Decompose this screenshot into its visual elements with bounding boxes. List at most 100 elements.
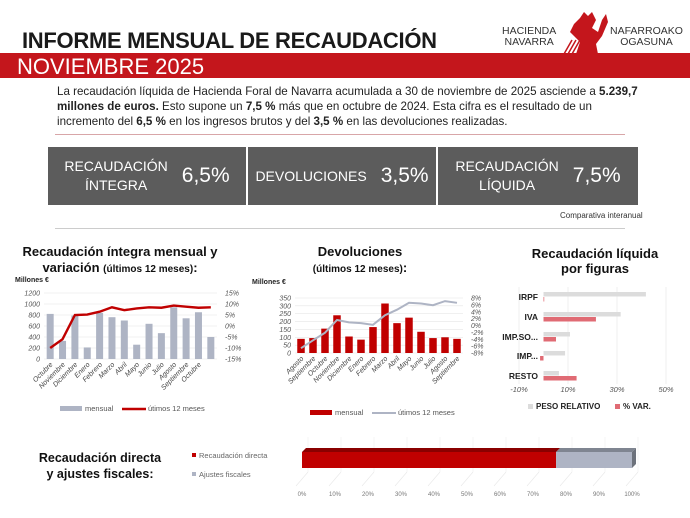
y-tick-label: 0 bbox=[287, 351, 291, 358]
legend-label: útimos 12 meses bbox=[398, 408, 455, 417]
bar-var bbox=[543, 297, 545, 302]
report-month: NOVIEMBRE 2025 bbox=[17, 54, 205, 79]
y2-tick-label: -6% bbox=[471, 344, 483, 351]
kpi-boxes: RECAUDACIÓN ÍNTEGRA 6,5% DEVOLUCIONES 3,5% … bbox=[48, 147, 638, 205]
legend-bar-swatch bbox=[310, 410, 332, 415]
legend-label: PESO RELATIVO bbox=[536, 402, 600, 411]
y-tick-label: 350 bbox=[279, 296, 291, 303]
legend-swatch bbox=[192, 453, 196, 457]
y2-tick-label: -8% bbox=[471, 351, 483, 358]
kpi-devoluciones: DEVOLUCIONES 3,5% bbox=[248, 147, 436, 205]
y-tick-label: 400 bbox=[28, 335, 40, 342]
bar-peso-relativo bbox=[543, 332, 570, 337]
y2-tick-label: -15% bbox=[225, 357, 241, 364]
line-series bbox=[49, 304, 211, 349]
category-label: IVA bbox=[524, 312, 538, 322]
y-tick-label: 1200 bbox=[24, 291, 40, 298]
y2-tick-label: 5% bbox=[225, 313, 235, 320]
y2-tick-label: -10% bbox=[225, 346, 241, 353]
gridline bbox=[526, 471, 540, 487]
gridline bbox=[625, 471, 639, 487]
x-tick-label: 30% bbox=[609, 385, 624, 394]
bar-enero bbox=[83, 347, 91, 359]
x-tick-label: 50% bbox=[461, 492, 474, 498]
gridline bbox=[361, 471, 375, 487]
bar-top-recaudacion-directa bbox=[302, 448, 561, 452]
legend-swatch bbox=[192, 472, 196, 476]
y-tick-label: 150 bbox=[279, 327, 291, 334]
bar-mayo bbox=[405, 317, 413, 353]
chart4-title: Recaudación directa y ajustes fiscales: bbox=[38, 451, 162, 481]
x-tick-label: 70% bbox=[527, 492, 540, 498]
bar-var bbox=[540, 356, 544, 361]
chart2-title: Devoluciones (últimos 12 meses): bbox=[312, 244, 408, 275]
line-series bbox=[300, 300, 458, 350]
y-tick-label: 300 bbox=[279, 303, 291, 310]
y-tick-label: 200 bbox=[278, 319, 291, 326]
y2-tick-label: -4% bbox=[471, 337, 483, 344]
x-tick-label: 60% bbox=[494, 492, 507, 498]
legend-label: mensual bbox=[85, 404, 114, 413]
bar-mayo bbox=[133, 344, 141, 359]
bar-julio bbox=[429, 338, 437, 353]
bar-julio bbox=[157, 333, 165, 359]
bar-octubre bbox=[321, 328, 329, 353]
x-tick-label: 80% bbox=[560, 492, 573, 498]
y-tick-label: 600 bbox=[28, 324, 40, 331]
bar-noviembre bbox=[333, 315, 341, 353]
bar-last bbox=[207, 337, 215, 359]
x-tick-label: 50% bbox=[658, 385, 673, 394]
gridline bbox=[328, 471, 342, 487]
gridline bbox=[460, 471, 474, 487]
bar-peso-relativo bbox=[543, 312, 621, 317]
bar-noviembre bbox=[59, 340, 67, 359]
bar-junio bbox=[145, 323, 153, 359]
y-tick-label: 800 bbox=[28, 313, 40, 320]
legend-swatch bbox=[615, 404, 620, 409]
bar-octubre bbox=[46, 313, 54, 359]
chart1-ylabel: Millones € bbox=[15, 277, 49, 284]
bar-febrero bbox=[96, 312, 104, 359]
gridline bbox=[592, 471, 606, 487]
category-label: IMP... bbox=[517, 351, 538, 361]
bar-agosto bbox=[441, 337, 449, 353]
bar-octubre bbox=[194, 312, 202, 359]
bar-var bbox=[543, 337, 556, 342]
x-tick-label: 40% bbox=[428, 492, 441, 498]
gridline bbox=[394, 471, 408, 487]
comparison-note: Comparativa interanual bbox=[560, 211, 643, 220]
chart1-title: Recaudación íntegra mensual y variación (… bbox=[22, 244, 218, 275]
y2-tick-label: 2% bbox=[470, 316, 481, 323]
bar-var bbox=[543, 317, 596, 322]
bar-abril bbox=[393, 323, 401, 353]
bar-peso-relativo bbox=[543, 371, 559, 376]
y2-tick-label: 8% bbox=[471, 296, 481, 303]
month-band bbox=[0, 53, 690, 78]
legend-label: % VAR. bbox=[623, 402, 651, 411]
x-tick-label: -10% bbox=[510, 385, 528, 394]
kpi-recaudacion-integra: RECAUDACIÓN ÍNTEGRA 6,5% bbox=[48, 147, 246, 205]
y2-tick-label: 0% bbox=[471, 323, 481, 330]
y2-tick-label: -5% bbox=[225, 335, 237, 342]
category-label: RESTO bbox=[509, 371, 539, 381]
x-tick-label: 30% bbox=[395, 492, 408, 498]
bar-septiembre bbox=[453, 338, 461, 353]
bar-enero bbox=[357, 339, 365, 353]
x-tick-label: 100% bbox=[624, 492, 640, 498]
kpi-recaudacion-liquida: RECAUDACIÓN LÍQUIDA 7,5% bbox=[438, 147, 638, 205]
bar-diciembre bbox=[71, 315, 79, 359]
summary-paragraph: La recaudación líquida de Hacienda Foral… bbox=[57, 85, 638, 128]
bar-side bbox=[632, 448, 636, 468]
x-tick-label: 20% bbox=[362, 492, 375, 498]
chart3-title: Recaudación líquida por figuras bbox=[531, 246, 659, 276]
bar-marzo bbox=[381, 303, 389, 353]
chart2-ylabel: Millones € bbox=[252, 279, 286, 286]
divider bbox=[55, 134, 625, 135]
category-label: IMP.SO... bbox=[502, 332, 538, 342]
report-title: INFORME MENSUAL DE RECAUDACIÓN bbox=[22, 28, 437, 53]
bar-peso-relativo bbox=[543, 351, 566, 356]
logo-emblem-icon bbox=[563, 12, 608, 55]
bar-top-ajustes-fiscales bbox=[556, 448, 636, 452]
bar-agosto bbox=[297, 338, 305, 353]
